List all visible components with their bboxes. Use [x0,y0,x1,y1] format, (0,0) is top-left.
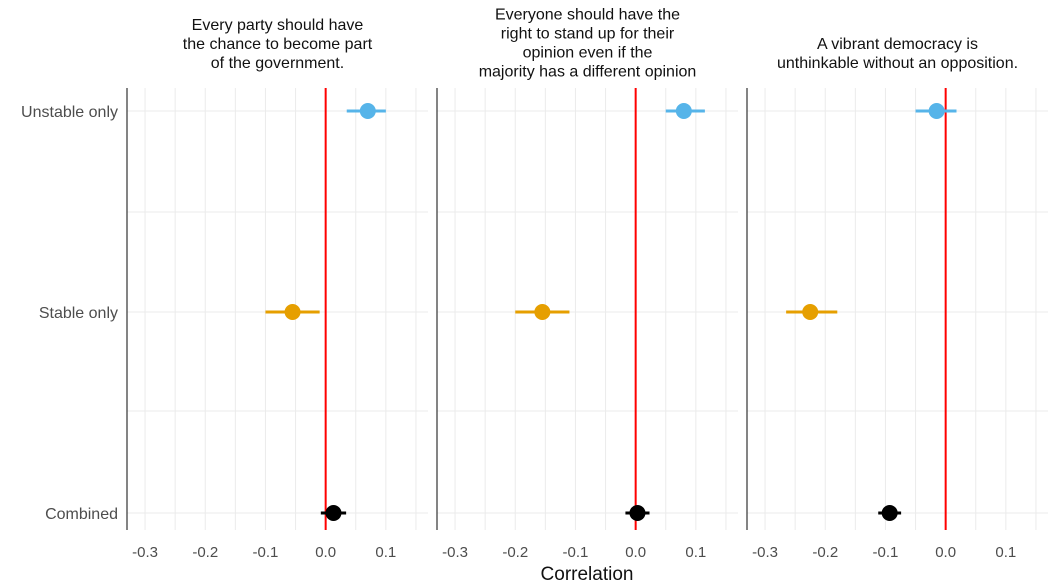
facet-panel-1: -0.3 -0.2 -0.1 0.0 0.1 Every party should hav… [126,17,428,561]
y-category-label: Unstable only [21,104,118,121]
x-tick-label: 0.1 [375,544,396,561]
x-tick-label: -0.2 [502,544,528,561]
x-tick-label: -0.3 [442,544,468,561]
x-tick-label: 0.0 [315,544,336,561]
x-tick-label: 0.1 [685,544,706,561]
y-category-label: Stable only [39,305,118,322]
point-stable-only [802,304,819,320]
facet-title-line: unthinkable without an opposition. [777,55,1018,72]
x-tick-label: -0.2 [812,544,838,561]
facet-title-line: opinion even if the [523,45,653,62]
point-stable-only [534,304,551,320]
x-axis-title: Correlation [541,564,634,585]
point-combined [325,505,342,521]
facet-title-line: of the government. [211,55,344,72]
x-tick-label: -0.3 [752,544,778,561]
facet-title-line: Everyone should have the [495,7,680,24]
x-tick-label: 0.0 [625,544,646,561]
x-tick-label: -0.3 [132,544,158,561]
x-tick-label: -0.1 [253,544,279,561]
facet-title-line: majority has a different opinion [479,64,697,81]
facet-panel-3: -0.3 -0.2 -0.1 0.0 0.1 A vibrant democracy is… [746,36,1048,561]
x-tick-label: -0.2 [192,544,218,561]
y-category-label: Combined [45,506,118,523]
facet-title-line: the chance to become part [183,36,373,53]
x-tick-label: -0.1 [563,544,589,561]
point-stable-only [284,304,301,320]
facet-title-line: right to stand up for their [501,26,675,43]
point-unstable-only [675,103,692,119]
x-tick-label: 0.1 [995,544,1016,561]
x-tick-label: -0.1 [873,544,899,561]
point-unstable-only [359,103,376,119]
point-unstable-only [928,103,945,119]
facet-title-line: A vibrant democracy is [817,36,978,53]
y-axis: Unstable only Stable only Combined [21,104,118,523]
facet-title-line: Every party should have [192,17,364,34]
point-combined [629,505,646,521]
facet-panel-2: -0.3 -0.2 -0.1 0.0 0.1 Everyone should have t… [436,7,738,561]
point-combined [881,505,898,521]
facets: -0.3 -0.2 -0.1 0.0 0.1 Every party should hav… [126,7,1048,561]
x-tick-label: 0.0 [935,544,956,561]
